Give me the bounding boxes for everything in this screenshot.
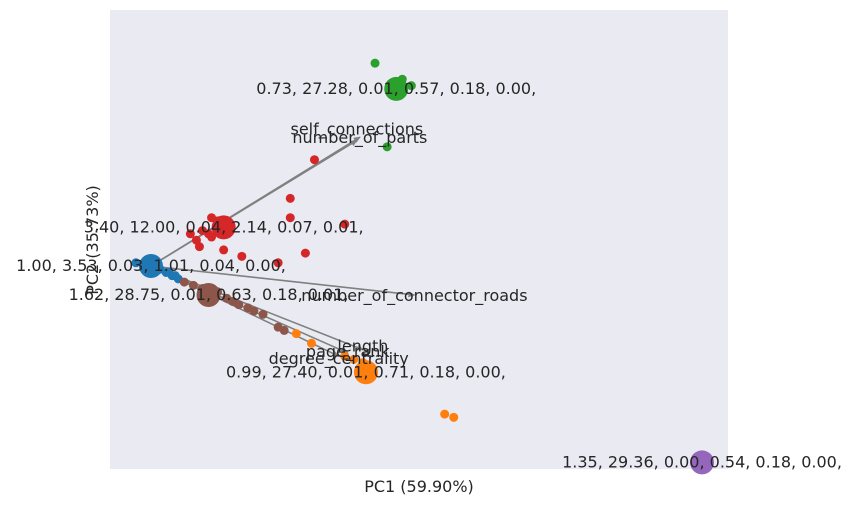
loading-arrow-number-of-connector-roads: [150, 265, 416, 298]
data-point: [291, 329, 301, 339]
data-point: [340, 351, 350, 361]
data-point: [194, 242, 204, 252]
cluster-centroid: [690, 450, 715, 475]
data-point: [340, 219, 350, 229]
data-point: [285, 193, 295, 203]
data-point: [285, 213, 295, 223]
data-point: [207, 232, 217, 242]
data-point: [234, 300, 244, 310]
data-point: [131, 258, 141, 268]
centroid-label: 1.00, 3.53, 0.03, 1.01, 0.04, 0.00,: [16, 256, 286, 275]
data-point: [179, 277, 189, 287]
loading-label-number-of-connector-roads: number_of_connector_roads: [301, 286, 527, 306]
loading-label-degree-centrality: degree_centrality: [269, 349, 409, 369]
data-point: [219, 245, 229, 255]
centroid-label: 0.99, 27.40, 0.01, 0.71, 0.18, 0.00,: [226, 362, 506, 381]
cluster-centroid: [139, 254, 163, 278]
loading-arrow-number-of-parts: [150, 136, 361, 267]
data-point: [237, 251, 247, 261]
y-axis-label: PC2 (35.73%): [83, 185, 102, 295]
data-point: [164, 267, 174, 277]
loading-label-self-connections: self_connections: [290, 119, 423, 139]
data-point: [449, 412, 459, 422]
data-point: [309, 155, 319, 165]
loading-label-number-of-parts: number_of_parts: [292, 128, 427, 148]
data-point: [406, 81, 416, 91]
scatter-points: [131, 58, 715, 475]
cluster-centroid: [196, 282, 221, 307]
centroid-label: 3.40, 12.00, 0.04, 2.14, 0.07, 0.01,: [84, 217, 364, 236]
data-point: [273, 258, 283, 268]
data-point: [382, 142, 392, 152]
data-point: [306, 338, 316, 348]
data-point: [370, 58, 380, 68]
centroid-label: 0.73, 27.28, 0.01, 0.57, 0.18, 0.00,: [256, 79, 536, 98]
data-point: [279, 325, 289, 335]
data-point: [185, 229, 195, 239]
data-point: [349, 354, 359, 364]
data-point: [249, 306, 259, 316]
x-axis-label: PC1 (59.90%): [364, 477, 474, 496]
data-point: [300, 248, 310, 258]
centroid-label: 1.62, 28.75, 0.01, 0.63, 0.18, 0.01,: [69, 285, 349, 304]
centroid-label: 1.35, 29.36, 0.00, 0.54, 0.18, 0.00,: [562, 452, 842, 471]
loading-label-page-rank: page_rank: [306, 342, 390, 362]
data-point: [440, 409, 450, 419]
cluster-centroid: [353, 360, 378, 385]
data-point: [188, 280, 198, 290]
cluster-centroid: [211, 215, 236, 240]
loading-label-length: length: [337, 337, 388, 356]
data-point: [258, 309, 268, 319]
cluster-centroid: [384, 76, 409, 101]
